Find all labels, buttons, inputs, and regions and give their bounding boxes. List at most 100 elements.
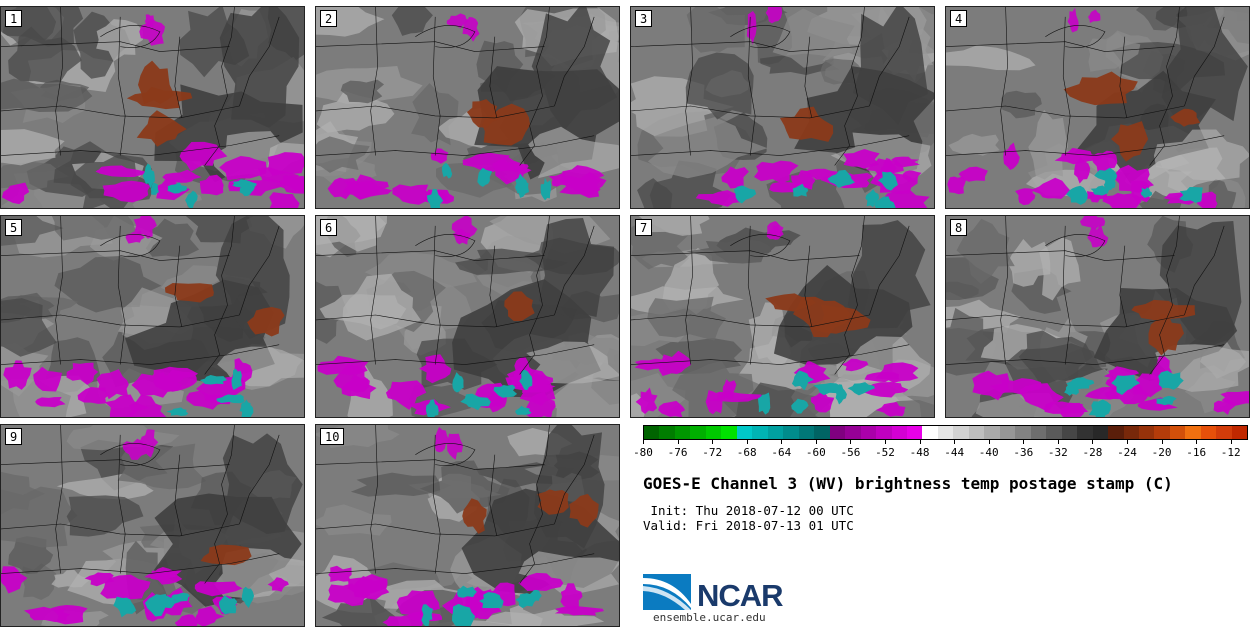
colorbar-tick-mark xyxy=(919,440,921,444)
cold-cloud-tops xyxy=(1,429,289,626)
colorbar-tick-mark xyxy=(1023,440,1025,444)
cold-cloud-tops xyxy=(327,426,604,626)
state-boundaries xyxy=(631,7,910,166)
panel-number-label: 2 xyxy=(320,10,338,27)
colorbar-swatch xyxy=(891,426,907,439)
colorbar-swatch xyxy=(736,426,753,439)
colorbar-tick-label: -28 xyxy=(1082,446,1103,459)
water-vapor-map xyxy=(316,216,619,417)
colorbar-tick-label: -44 xyxy=(944,446,965,459)
colorbar-tick-label: -48 xyxy=(909,446,930,459)
colorbar-swatch xyxy=(1216,426,1232,439)
warm-features xyxy=(200,544,252,566)
panel-number-label: 7 xyxy=(635,219,653,236)
colorbar-swatch xyxy=(876,426,892,439)
panel-number-label: 6 xyxy=(320,219,338,236)
cold-cloud-tops xyxy=(317,216,556,417)
cold-cloud-tops xyxy=(3,216,254,417)
map-panel-4: 4 xyxy=(945,6,1250,209)
colorbar-swatch xyxy=(1123,426,1139,439)
colorbar-swatch xyxy=(953,426,969,439)
warm-features xyxy=(1131,299,1196,356)
colorbar-swatch xyxy=(1015,426,1031,439)
colorbar-swatch xyxy=(798,426,815,439)
state-boundaries xyxy=(1,7,280,166)
state-boundaries xyxy=(316,7,595,166)
colorbar-swatch xyxy=(1154,426,1170,439)
map-panel-1: 1 xyxy=(0,6,305,209)
cold-cloud-tops xyxy=(634,220,919,417)
colorbar-swatch xyxy=(845,426,861,439)
colorbar-swatch xyxy=(937,426,954,439)
colorbar-swatch xyxy=(1030,426,1047,439)
colorbar-tick-label: -80 xyxy=(633,446,653,459)
colorbar-swatch xyxy=(1077,426,1093,439)
colorbar-swatch xyxy=(968,426,985,439)
warm-features xyxy=(126,60,193,147)
panel-number-label: 4 xyxy=(950,10,968,27)
colorbar-swatch xyxy=(690,426,706,439)
warm-features xyxy=(504,291,535,322)
brightness-field xyxy=(1,216,304,417)
colorbar-swatch xyxy=(922,426,938,439)
colorbar-tick-mark xyxy=(1196,440,1198,444)
cold-cloud-tops xyxy=(327,13,607,208)
colorbar-tick-mark xyxy=(1127,440,1128,444)
colorbar-tick-mark xyxy=(1230,440,1232,444)
ensemble-url[interactable]: ensemble.ucar.edu xyxy=(653,611,766,624)
colorbar-swatch xyxy=(783,426,799,439)
water-vapor-map xyxy=(1,216,304,417)
colorbar-tick-label: -40 xyxy=(978,446,999,459)
cold-cloud-tops xyxy=(1,14,304,208)
colorbar-tick-mark xyxy=(1161,440,1163,444)
colorbar-tick-mark xyxy=(850,440,852,444)
state-boundaries xyxy=(1,425,280,584)
colorbar-swatch xyxy=(999,426,1016,439)
colorbar-tick-mark xyxy=(954,440,956,444)
panel-number-label: 3 xyxy=(635,10,653,27)
water-vapor-map xyxy=(631,7,934,208)
map-panel-5: 5 xyxy=(0,215,305,418)
colorbar-swatch xyxy=(1061,426,1078,439)
map-panel-7: 7 xyxy=(630,215,935,418)
water-vapor-map xyxy=(316,7,619,208)
colorbar-tick-label: -20 xyxy=(1151,446,1172,459)
init-time: Init: Thu 2018-07-12 00 UTC xyxy=(643,503,854,518)
figure-title: GOES-E Channel 3 (WV) brightness temp po… xyxy=(643,474,1173,493)
colorbar-tick-label: -52 xyxy=(875,446,895,459)
ncar-logo-icon xyxy=(643,574,691,610)
water-vapor-map xyxy=(1,425,304,626)
colorbar-tick-label: -64 xyxy=(771,446,792,459)
colorbar-tick-mark xyxy=(988,440,990,444)
colorbar-swatch xyxy=(1108,426,1124,439)
colorbar-swatch xyxy=(705,426,722,439)
colorbar-tick-label: -32 xyxy=(1047,446,1068,459)
state-boundaries xyxy=(316,425,595,584)
ncar-logo-text: NCAR xyxy=(697,578,784,613)
colorbar-tick-label: -76 xyxy=(667,446,688,459)
colorbar-tick-label: -24 xyxy=(1117,446,1137,459)
cold-cloud-tops xyxy=(972,216,1249,417)
warm-features xyxy=(462,489,599,534)
map-panel-9: 9 xyxy=(0,424,305,627)
colorbar-tick-label: -56 xyxy=(840,446,861,459)
panel-number-label: 1 xyxy=(5,10,23,27)
warm-features xyxy=(466,99,531,146)
colorbar-swatch xyxy=(1185,426,1201,439)
colorbar-tick-mark xyxy=(815,440,817,444)
colorbar-swatch xyxy=(984,426,1000,439)
water-vapor-map xyxy=(1,7,304,208)
colorbar-tick-label: -16 xyxy=(1186,446,1207,459)
colorbar-swatch xyxy=(1231,426,1248,439)
map-panel-8: 8 xyxy=(945,215,1250,418)
colorbar-swatch xyxy=(1046,426,1062,439)
state-boundaries xyxy=(316,216,595,375)
water-vapor-map xyxy=(946,216,1249,417)
cold-cloud-tops xyxy=(947,7,1218,208)
colorbar xyxy=(643,425,1248,440)
warm-features xyxy=(1063,71,1201,162)
colorbar-swatch xyxy=(1169,426,1186,439)
panel-number-label: 9 xyxy=(5,428,23,445)
colorbar-tick-label: -12 xyxy=(1220,446,1241,459)
colorbar-tick-mark xyxy=(746,440,748,444)
